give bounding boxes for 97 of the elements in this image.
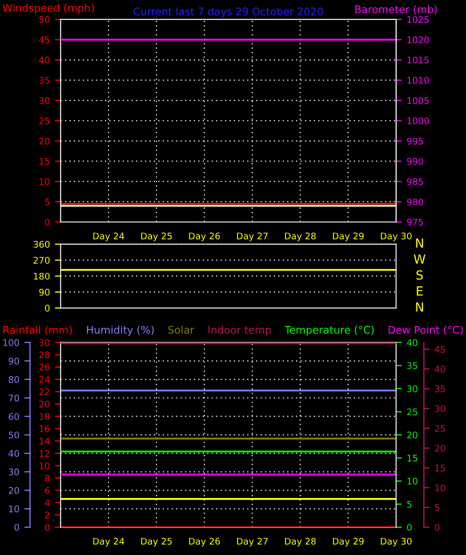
y2-tick-label: 1005	[408, 97, 429, 104]
y-tick-label: 30	[39, 97, 50, 104]
y2-tick-label: 1010	[408, 76, 429, 84]
series-label: Indoor temp	[208, 326, 271, 336]
y2-tick-label: 26	[39, 364, 50, 371]
text: Rainfall (mm)	[3, 326, 72, 335]
text: W	[414, 254, 426, 264]
y-tick-label: 50	[39, 16, 50, 23]
y-tick-label: 5	[407, 500, 412, 508]
y-tick-label: 10	[408, 478, 418, 485]
x-tick-label: Day 29	[332, 232, 364, 242]
y2-tick-label: 45	[434, 346, 445, 353]
y2-tick-label: 40	[434, 366, 446, 373]
y-tick-label: 50	[8, 432, 20, 438]
y2-tick-label: 16	[40, 425, 50, 432]
y2-axis-title: Barometer (mb)	[355, 5, 437, 14]
x-tick-label: Day 30	[380, 232, 412, 242]
y2-tick-label: 0	[434, 524, 440, 531]
y2-tick-label: 5	[434, 504, 440, 512]
y2-tick-label: 35	[434, 385, 445, 392]
x-tick-label: Day 26	[189, 538, 220, 546]
y-tick-label: 35	[407, 362, 418, 370]
y2-tick-label: 1015	[408, 56, 429, 64]
y-tick-label: 60	[8, 413, 20, 420]
y-tick-label: 10	[9, 506, 20, 512]
y-tick-label: 25	[39, 117, 50, 124]
y2-tick-label: 14	[40, 438, 50, 444]
text: Humidity (%)	[87, 326, 154, 336]
text: Temperature (°C)	[284, 326, 374, 336]
text: Dew Point (°C)	[388, 326, 463, 335]
y2-tick-label: 980	[407, 198, 424, 206]
y-tick-label: 30	[8, 468, 20, 476]
y2-tick-label: 1020	[408, 36, 429, 44]
text: N	[416, 238, 424, 248]
y-tick-label: 40	[8, 450, 20, 457]
y2-tick-label: 10	[435, 484, 446, 492]
text: N	[416, 302, 424, 312]
y-tick-label: 0	[14, 524, 20, 531]
y-tick-label: 20	[39, 138, 50, 145]
y-tick-label: 20	[407, 432, 418, 438]
x-tick-label: Day 24	[93, 232, 124, 242]
y-tick-label: 45	[39, 36, 50, 44]
y-tick-label: 270	[34, 256, 50, 264]
x-tick-label: Day 30	[380, 538, 412, 546]
x-tick-label: Day 25	[141, 538, 172, 546]
x-tick-label: Day 29	[332, 538, 364, 546]
y-tick-label: 180	[34, 272, 50, 280]
y2-tick-label: 15	[435, 464, 445, 472]
y-tick-label: 0	[407, 524, 412, 531]
y2-tick-label: 28	[39, 351, 50, 358]
y-tick-label: 25	[407, 408, 418, 416]
y2-tick-label: 1000	[408, 117, 429, 124]
y-tick-label: 90	[39, 288, 50, 296]
x-tick-label: Day 27	[237, 232, 268, 242]
y-tick-label: 80	[8, 376, 20, 383]
y-axis-title: Windspeed (mph)	[2, 4, 94, 14]
y2-tick-label: 20	[434, 444, 446, 452]
y-tick-label: 90	[8, 358, 20, 364]
y2-tick-label: 25	[434, 425, 445, 432]
x-tick-label: Day 28	[285, 538, 316, 546]
x-tick-label: Day 27	[237, 538, 268, 546]
y-tick-label: 0	[45, 304, 50, 312]
y2-tick-label: 22	[39, 388, 50, 396]
y2-tick-label: 8	[45, 474, 50, 482]
y2-tick-label: 6	[45, 487, 50, 494]
text: Solar	[168, 326, 194, 334]
y2-tick-label: 30	[434, 405, 446, 412]
y-tick-label: 30	[407, 385, 418, 392]
y2-tick-label: 1025	[408, 16, 429, 23]
y-tick-label: 70	[8, 394, 20, 402]
x-tick-label: Day 26	[189, 232, 220, 242]
y2-tick-label: 985	[407, 178, 423, 186]
x-tick-label: Day 28	[285, 232, 316, 242]
y2-tick-label: 24	[39, 376, 50, 383]
y-tick-label: 0	[45, 218, 50, 226]
y-tick-label: 40	[39, 56, 50, 64]
x-tick-label: Day 24	[93, 538, 124, 546]
y-tick-label: 5	[45, 198, 50, 206]
y-tick-label: 360	[34, 240, 50, 248]
chart-title: Current last 7 days 29 October 2020	[134, 7, 323, 18]
y-tick-label: 35	[39, 76, 50, 84]
text: S	[416, 270, 423, 280]
y2-tick-label: 4	[44, 499, 50, 506]
y-tick-label: 15	[40, 158, 50, 165]
y2-tick-label: 2	[45, 512, 50, 518]
y-tick-label: 10	[40, 178, 50, 186]
text: E	[416, 286, 423, 296]
y-tick-label: 40	[406, 339, 418, 346]
y2-tick-label: 995	[407, 138, 423, 145]
y-tick-label: 100	[3, 339, 20, 346]
y2-tick-label: 12	[40, 450, 50, 457]
y2-tick-label: 975	[407, 218, 423, 226]
y2-tick-label: 990	[407, 158, 424, 165]
y2-tick-label: 18	[40, 413, 50, 420]
y-tick-label: 20	[8, 487, 20, 494]
x-tick-label: Day 25	[141, 232, 172, 242]
y-tick-label: 15	[408, 454, 418, 462]
